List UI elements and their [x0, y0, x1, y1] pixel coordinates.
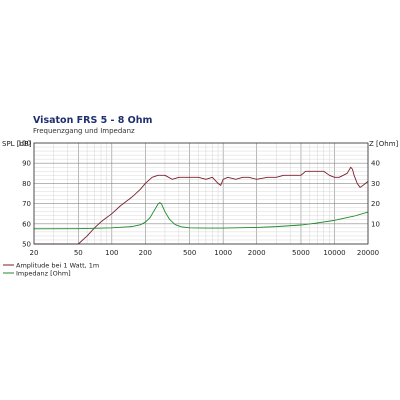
y-right-tick-label: 30 — [371, 180, 380, 188]
chart-subtitle: Frequenzgang und Impedanz — [33, 127, 135, 135]
right-axis-label: Z [Ohm] — [369, 140, 399, 148]
series-layer — [33, 166, 369, 245]
x-tick-label: 200 — [139, 249, 152, 257]
x-tick-label: 100 — [105, 249, 118, 257]
left-axis-label: SPL [dB] — [2, 140, 32, 148]
y-right-tick-label: 40 — [371, 160, 380, 168]
plot-frame — [33, 142, 369, 245]
legend-label-impedance: Impedanz [Ohm] — [16, 270, 71, 278]
y-right-tick-label: 20 — [371, 200, 380, 208]
chart-title: Visaton FRS 5 - 8 Ohm — [33, 115, 153, 126]
x-tick-label: 20000 — [357, 249, 379, 257]
x-tick-label: 1000 — [214, 249, 232, 257]
y-left-tick-label: 70 — [22, 200, 31, 208]
legend: Amplitude bei 1 Watt, 1m Impedanz [Ohm] — [3, 262, 99, 278]
y-left-tick-label: 60 — [22, 220, 31, 228]
series-line-impedance — [33, 202, 369, 230]
y-left-tick-label: 50 — [22, 241, 31, 249]
y-left-tick-label: 80 — [22, 180, 31, 188]
y-left-tick-label: 100 — [18, 140, 31, 148]
x-tick-label: 10000 — [323, 249, 345, 257]
y-right-tick-label: 10 — [371, 220, 380, 228]
legend-label-amplitude: Amplitude bei 1 Watt, 1m — [16, 262, 99, 270]
y-left-tick-label: 90 — [22, 160, 31, 168]
x-tick-label: 500 — [183, 249, 196, 257]
x-tick-label: 50 — [74, 249, 83, 257]
x-tick-label: 5000 — [292, 249, 310, 257]
axis-layer: 20 50 100 200 500 1000 2000 5000 10000 2000050607… — [18, 140, 380, 258]
x-tick-label: 2000 — [248, 249, 266, 257]
series-line-amplitude — [34, 166, 369, 245]
x-tick-label: 20 — [30, 249, 39, 257]
